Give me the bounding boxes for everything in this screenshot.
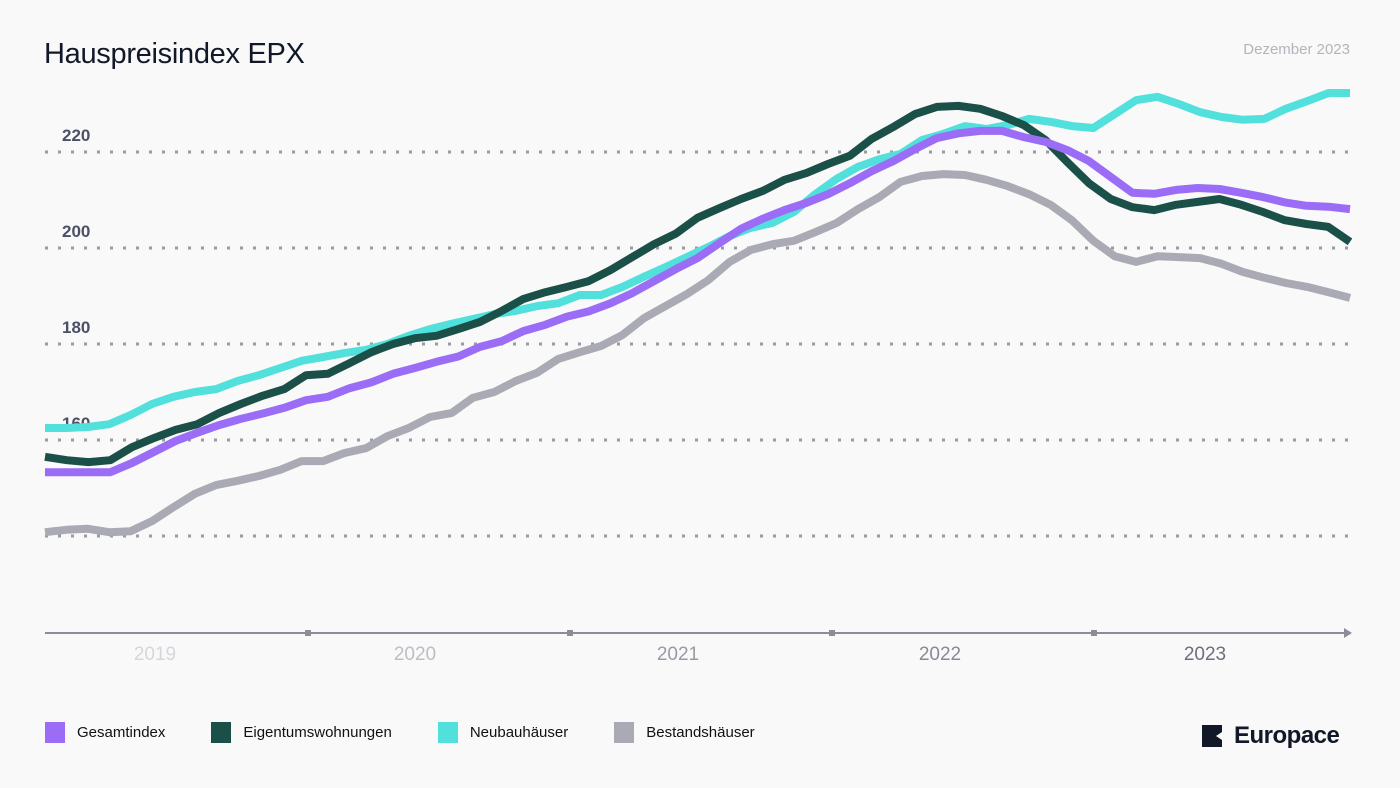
x-tick-label: 2020 — [394, 644, 436, 665]
series-line-gesamtindex — [45, 126, 1351, 477]
legend-label: Eigentumswohnungen — [243, 724, 392, 741]
x-tick-label: 2021 — [657, 644, 699, 665]
x-axis-tick — [567, 630, 573, 636]
legend-label: Gesamtindex — [77, 724, 166, 741]
series-line-neubauhäuser — [45, 89, 1350, 432]
legend-swatch — [45, 722, 65, 743]
y-tick-label: 200 — [62, 222, 90, 241]
x-axis-tick — [305, 630, 311, 636]
y-tick-label: 180 — [62, 318, 90, 337]
date-label: Dezember 2023 — [1243, 41, 1350, 58]
x-axis-tick — [1091, 630, 1097, 636]
x-tick-label: 2019 — [134, 644, 176, 665]
legend-label: Neubauhäuser — [469, 724, 569, 741]
legend-swatch — [211, 722, 232, 743]
legend-item-neubauhaeuser: Neubauhäuser — [437, 722, 569, 743]
x-tick-label: 2023 — [1184, 644, 1226, 665]
y-tick-label: 220 — [62, 126, 90, 145]
series-line-eigentumswohnungen — [44, 101, 1353, 467]
europace-logo: Europace — [1202, 722, 1340, 750]
x-tick-label: 2022 — [919, 644, 961, 665]
chart-title: Hauspreisindex EPX — [44, 38, 305, 70]
legend-swatch — [614, 722, 635, 743]
legend: Gesamtindex Eigentumswohnungen Neubauhäu… — [45, 722, 801, 743]
legend-item-eigentumswohnungen: Eigentumswohnungen — [211, 722, 392, 743]
europace-logo-icon — [1202, 725, 1222, 747]
legend-item-gesamtindex: Gesamtindex — [45, 722, 165, 743]
legend-swatch — [437, 722, 458, 743]
x-axis-tick — [829, 630, 835, 636]
logo-text: Europace — [1234, 722, 1340, 749]
series-line-bestandshäuser — [44, 170, 1352, 537]
legend-item-bestandshaeuser: Bestandshäuser — [614, 722, 755, 743]
legend-label: Bestandshäuser — [646, 724, 755, 741]
x-axis-arrow-icon — [1344, 628, 1352, 638]
